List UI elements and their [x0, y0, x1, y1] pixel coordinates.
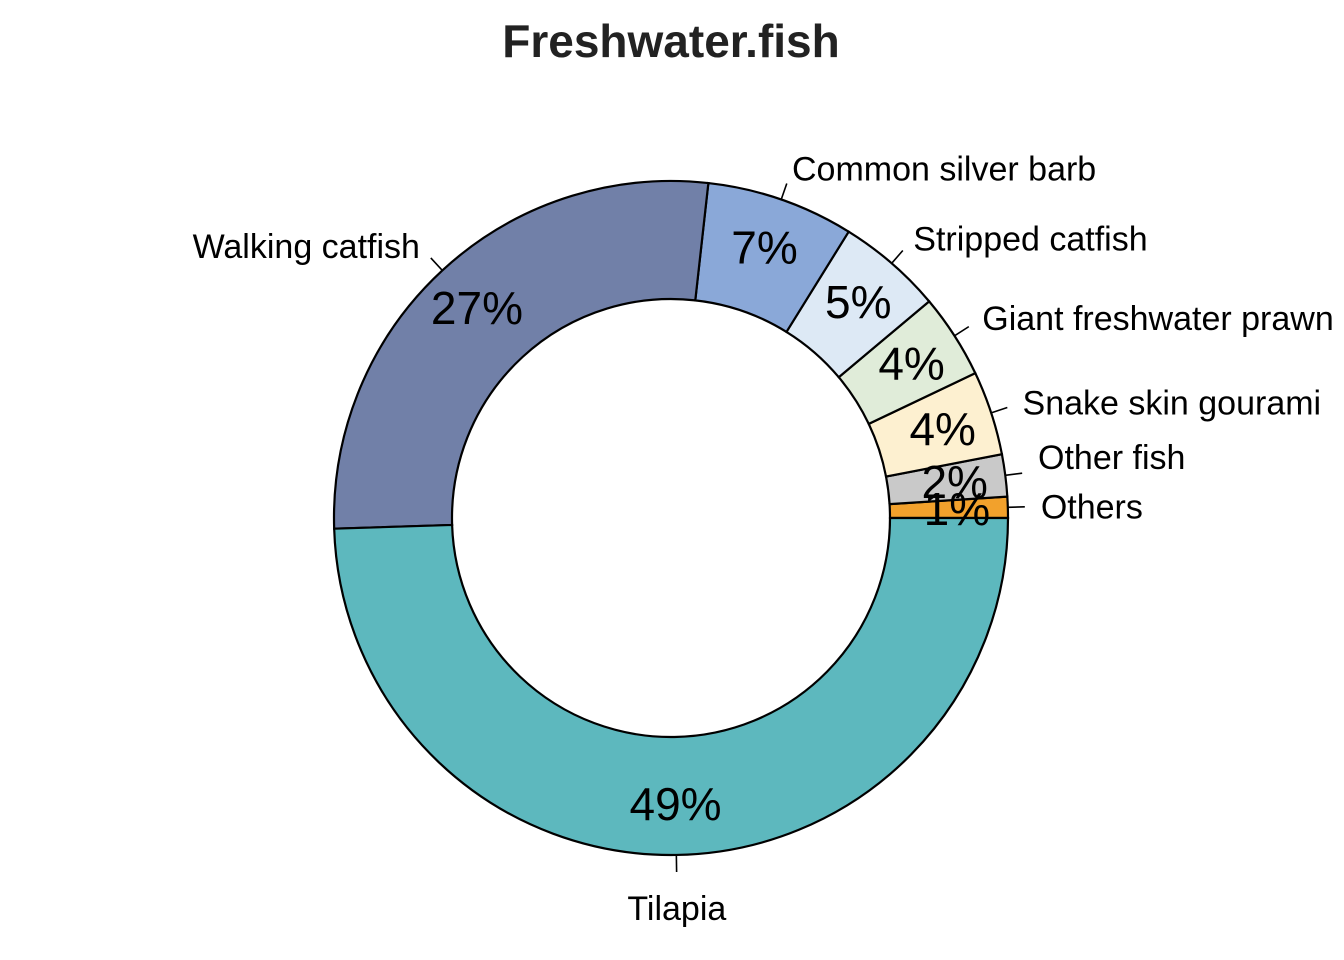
percent-label-common-silver-barb: 7% — [731, 222, 797, 274]
category-label-giant-freshwater-prawn: Giant freshwater prawn — [982, 300, 1334, 338]
tick-walking-catfish — [430, 257, 443, 271]
percent-labels-group: 1%2%4%4%5%7%27%49% — [431, 222, 990, 830]
ticks-group — [430, 183, 1025, 872]
tick-snake-skin-gourami — [990, 406, 1008, 414]
slice-tilapia — [333, 516, 1010, 857]
slice-walking-catfish — [332, 179, 710, 530]
tick-others — [1007, 505, 1025, 509]
percent-label-snake-skin-gourami: 4% — [909, 403, 975, 455]
category-labels-group: Others Other fish Snake skin gourami Giant … — [193, 150, 1334, 928]
chart-title: Freshwater.fish — [502, 15, 839, 67]
tick-stripped-catfish — [891, 249, 904, 264]
tick-other-fish — [1005, 472, 1023, 477]
percent-label-walking-catfish: 27% — [431, 282, 523, 334]
slices-group — [332, 179, 1010, 857]
percent-label-stripped-catfish: 5% — [825, 276, 891, 328]
percent-label-other-fish: 2% — [921, 456, 987, 508]
category-label-others: Others — [1041, 488, 1143, 526]
category-label-common-silver-barb: Common silver barb — [792, 150, 1096, 188]
percent-label-others: 1% — [924, 483, 990, 535]
category-label-tilapia: Tilapia — [627, 890, 726, 928]
percent-label-tilapia: 49% — [629, 778, 721, 830]
category-label-other-fish: Other fish — [1038, 439, 1185, 477]
tick-giant-freshwater-prawn — [954, 325, 970, 337]
category-label-stripped-catfish: Stripped catfish — [913, 220, 1147, 258]
category-label-walking-catfish: Walking catfish — [193, 228, 420, 266]
tick-common-silver-barb — [780, 183, 788, 200]
percent-label-giant-freshwater-prawn: 4% — [878, 337, 944, 389]
category-label-snake-skin-gourami: Snake skin gourami — [1023, 385, 1322, 423]
